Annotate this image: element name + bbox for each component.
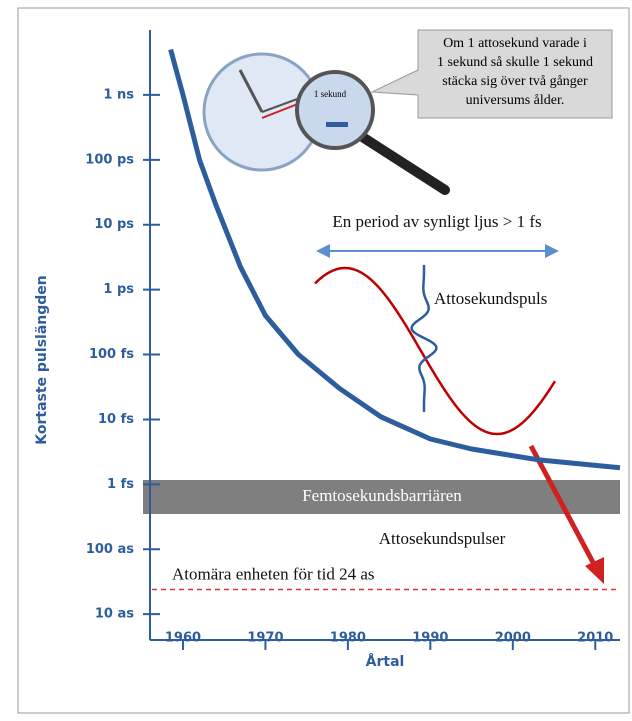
x-tick-label: 2010 bbox=[577, 631, 613, 646]
y-tick-label: 1 fs bbox=[107, 477, 134, 492]
y-tick-label: 1 ns bbox=[103, 87, 134, 102]
y-tick-label: 100 ps bbox=[85, 152, 134, 167]
callout-line: universums ålder. bbox=[466, 93, 565, 108]
x-axis-label: Årtal bbox=[366, 653, 405, 670]
chart: Femtosekundsbarriären Attosekundspulser … bbox=[0, 0, 632, 721]
reference-label: Atomära enheten för tid 24 as bbox=[172, 564, 375, 583]
band-label: Femtosekundsbarriären bbox=[302, 486, 462, 505]
y-axis-label: Kortaste pulslängden bbox=[34, 275, 50, 445]
y-tick-label: 10 ps bbox=[94, 217, 134, 232]
magnifier bbox=[297, 72, 373, 148]
y-tick-label: 10 as bbox=[95, 607, 134, 622]
callout-line: stäcka sig över två gånger bbox=[442, 74, 588, 89]
callout-line: 1 sekund så skulle 1 sekund bbox=[437, 55, 593, 70]
y-tick-label: 100 fs bbox=[89, 347, 134, 362]
annotation: En period av synligt ljus > 1 fs bbox=[332, 212, 541, 231]
clock-label: 1 sekund bbox=[314, 89, 347, 99]
y-tick-label: 1 ps bbox=[103, 282, 134, 297]
clock-mark bbox=[326, 122, 348, 127]
x-tick-label: 2000 bbox=[495, 631, 531, 646]
x-tick-label: 1990 bbox=[412, 631, 448, 646]
callout-line: Om 1 attosekund varade i bbox=[443, 36, 587, 51]
x-tick-label: 1980 bbox=[330, 631, 366, 646]
y-tick-label: 10 fs bbox=[98, 412, 134, 427]
x-tick-label: 1960 bbox=[165, 631, 201, 646]
x-tick-label: 1970 bbox=[247, 631, 283, 646]
y-tick-label: 100 as bbox=[86, 542, 134, 557]
annotation: Attosekundspuls bbox=[434, 289, 547, 308]
annotation: Attosekundspulser bbox=[379, 529, 506, 548]
